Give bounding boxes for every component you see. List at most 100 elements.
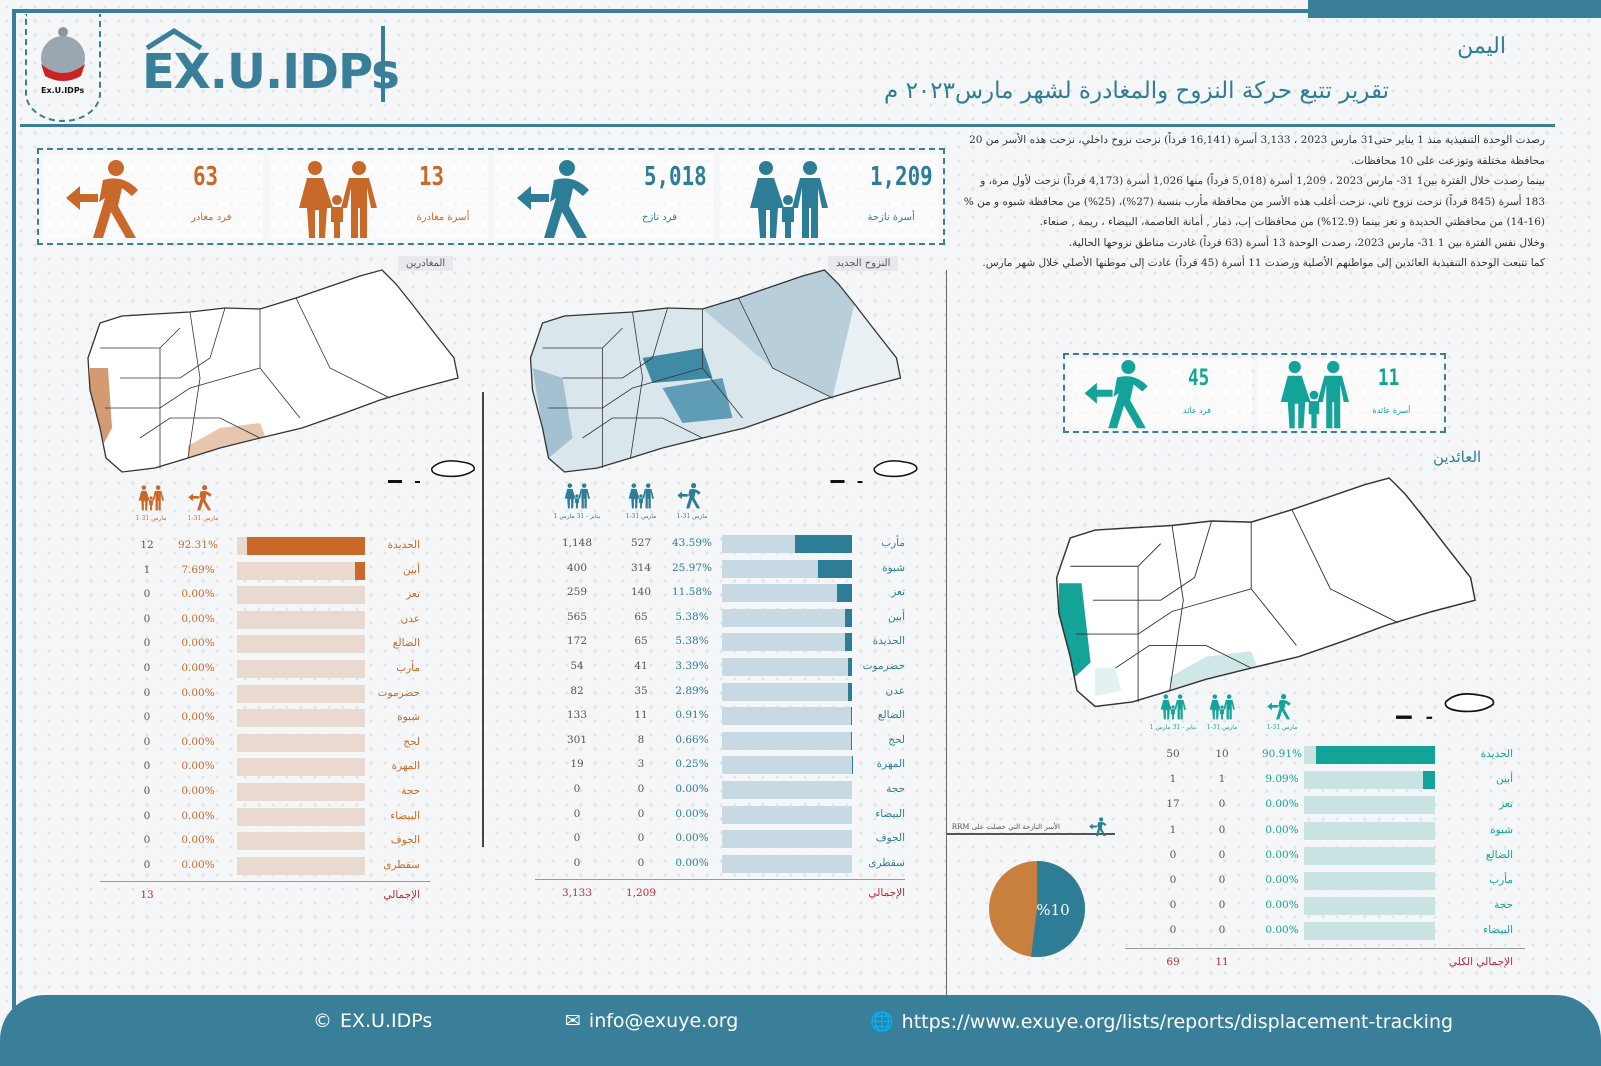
table-row: سقطرى 0 0.00% — [100, 856, 430, 875]
left-border — [12, 9, 16, 1009]
governorate-name: سقطرى — [868, 856, 905, 869]
governorate-name: الحديدة — [872, 635, 905, 648]
table-value: 0.00% — [675, 856, 709, 869]
bar-track — [722, 854, 852, 873]
bar-fill — [845, 633, 852, 652]
bar-track — [237, 758, 365, 777]
table-row: تعز 17 0 0.00% — [1125, 796, 1525, 815]
governorate-name: عدن — [400, 612, 421, 625]
report-title: تقرير تتبع حركة النزوح والمغادرة لشهر ما… — [884, 78, 1389, 104]
footer-url[interactable]: 🌐 https://www.exuye.org/lists/reports/dis… — [870, 1010, 1454, 1034]
bar-track — [722, 608, 852, 627]
column-header: 1 يناير - 31 مارس — [552, 483, 602, 520]
returnees-stats-panel: 45 فرد عائد 11 أسرة عائدة — [1063, 353, 1446, 433]
footer-email[interactable]: ✉ info@exuye.org — [565, 1010, 738, 1032]
table-value: 0.00% — [1265, 823, 1299, 836]
table-value: 11.58% — [671, 586, 713, 599]
table-value: 0 — [637, 832, 645, 845]
governorate-border — [139, 417, 261, 439]
stat-card: 5,018 فرد نازح — [494, 154, 714, 239]
table-value: 0.00% — [181, 686, 215, 699]
table-value: 12 — [140, 539, 154, 551]
table-value: 314 — [630, 561, 652, 574]
returning-person-icon — [1078, 360, 1170, 430]
region-shabwah — [662, 378, 733, 423]
total-row: الإجمالي 3,133 1,209 — [535, 885, 905, 903]
stat-card: 1,209 أسرة نازحة — [719, 154, 939, 239]
bar-fill — [355, 561, 365, 580]
socotra-island — [431, 460, 475, 478]
table-value: 0 — [637, 783, 645, 795]
bar-track — [722, 707, 852, 726]
table-value: 1,148 — [561, 537, 593, 549]
table-value: 41 — [634, 660, 648, 672]
bar-track — [1304, 846, 1435, 865]
table-value: 0 — [573, 807, 581, 820]
total-value: 13 — [140, 889, 154, 902]
footer-email-text[interactable]: info@exuye.org — [588, 1010, 739, 1032]
table-value: 11 — [634, 709, 648, 722]
bar-track — [237, 660, 365, 678]
bar-fill — [847, 658, 852, 676]
table-value: 2.89% — [675, 684, 709, 697]
table-total-rule — [535, 879, 905, 881]
bar-fill — [848, 682, 852, 701]
table-value: 0 — [143, 711, 151, 724]
table-value: 0 — [143, 662, 151, 674]
table-value: 0.00% — [181, 588, 215, 601]
table-value: 0.00% — [1265, 874, 1299, 886]
globe-icon: 🌐 — [870, 1011, 894, 1033]
bar-track — [1304, 821, 1435, 840]
governorate-name: الضالع — [1485, 848, 1513, 861]
header-rule — [20, 124, 1555, 127]
bar-track — [237, 856, 365, 875]
table-row: الحديدة 172 65 5.38% — [535, 633, 905, 652]
column-header: 1 يناير - 31 مارس — [1148, 694, 1198, 731]
governorate-border — [1250, 522, 1297, 646]
table-row: مأرب 0 0.00% — [100, 660, 430, 678]
yemen-land — [1056, 478, 1476, 707]
footer-url-text[interactable]: https://www.exuye.org/lists/reports/disp… — [901, 1010, 1454, 1033]
returnee-stat-label: فرد عائد — [1183, 406, 1211, 415]
table-value: 0.00% — [181, 785, 215, 797]
governorate-name: لحج — [403, 735, 420, 748]
governorate-name: مأرب — [396, 662, 420, 674]
stat-label: فرد مغادر — [191, 212, 232, 223]
stat-value: 13 — [418, 162, 444, 192]
returnees-section-title: العائدين — [1433, 448, 1482, 466]
region-abyan — [1169, 651, 1257, 691]
table-value: 0.66% — [675, 733, 709, 746]
copyright-icon: © — [313, 1010, 332, 1032]
bar-track — [237, 709, 365, 728]
bar-track — [237, 684, 365, 703]
governorate-name: الضالع — [877, 709, 905, 722]
governorate-name: حضرموت — [862, 660, 905, 672]
table-row: تعز 259 140 11.58% — [535, 584, 905, 603]
governorate-border — [120, 307, 226, 379]
returnee-stat-card: 11 أسرة عائدة — [1257, 358, 1441, 428]
table-row: عدن 0 0.00% — [100, 610, 430, 629]
table-value: 0.00% — [675, 783, 709, 795]
table-value: 0.00% — [1265, 798, 1299, 811]
governorate-border — [187, 311, 201, 459]
column-divider — [946, 270, 947, 995]
table-value: 0 — [143, 785, 151, 797]
bar-track — [1304, 897, 1435, 916]
governorate-border — [295, 297, 391, 399]
summary-paragraph: كما تتبعت الوحدة التنفيذية العائدين إلى … — [982, 257, 1545, 269]
table-value: 17 — [1166, 798, 1180, 811]
region-abyan — [188, 423, 265, 458]
bar-track — [722, 633, 852, 652]
table-row: المهرة 0 0.00% — [100, 758, 430, 777]
bar-track — [237, 586, 365, 605]
column-header-label: 1 يناير - 31 مارس — [1149, 724, 1197, 731]
bar-track — [722, 559, 852, 578]
governorate-name: البيضاء — [1483, 924, 1513, 937]
table-value: 0 — [143, 809, 151, 822]
island — [1426, 716, 1433, 719]
table-row: سقطرى 0 0 0.00% — [535, 854, 905, 873]
table-row: الجوف 0 0 0.00% — [535, 830, 905, 849]
table-row: تعز 0 0.00% — [100, 586, 430, 605]
yemen-outline — [529, 269, 902, 473]
total-value: 1,209 — [625, 887, 657, 900]
